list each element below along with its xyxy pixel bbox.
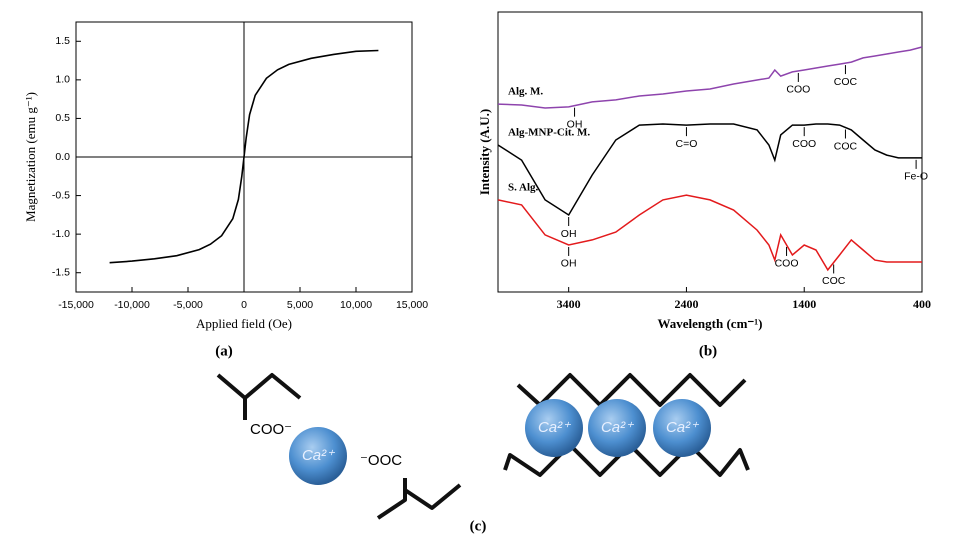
y-tick-label: -1.0 [52,228,70,240]
x-axis-label: Applied field (Oe) [196,316,292,331]
bond [376,478,407,520]
data-line [497,46,923,109]
annotation: OH [567,118,583,130]
y-tick-label: 0.5 [55,112,70,124]
panel-label: (a) [215,343,233,359]
panel-label: (b) [699,343,717,359]
y-tick-label: 1.5 [55,35,70,47]
x-tick-label: -10,000 [114,299,150,311]
carboxylate-label: COO⁻ [250,421,292,438]
annotation: COO [786,84,810,96]
alginate-chain [216,373,750,520]
series-label: S. Alg. [508,181,539,193]
x-tick-label: 400 [913,297,931,311]
y-tick-label: -0.5 [52,189,70,201]
annotation: OH [561,258,577,270]
annotation: COO [792,138,816,150]
x-tick-label: 15,000 [396,299,428,311]
x-tick-label: -15,000 [58,299,94,311]
data-line [497,194,922,272]
y-tick-label: 1.0 [55,74,70,86]
data-line [497,123,922,217]
plot-frame [497,11,923,293]
ion-label: Ca²⁺ [601,419,634,436]
annotation: C=O [675,138,697,150]
y-tick-label: 0.0 [55,151,70,163]
annotation: COO [775,258,799,270]
x-tick-label: 0 [241,299,247,311]
annotation: OH [561,228,577,240]
bond [403,483,462,510]
calcium-ion [588,399,646,457]
annotation: COC [834,76,858,88]
panel-label: (c) [470,518,487,534]
ion-label: Ca²⁺ [302,447,335,464]
series-label: Alg-MNP-Cit. M. [508,127,590,139]
series-label: Alg. M. [508,86,543,98]
annotation: COC [834,140,858,152]
x-tick-label: -5,000 [173,299,203,311]
chain [516,373,747,407]
ion-label: Ca²⁺ [666,419,699,436]
y-tick-label: -1.5 [52,266,70,278]
x-axis-label: Wavelength (cm⁻¹) [658,316,763,331]
annotation: COC [822,275,846,287]
x-tick-label: 2400 [674,297,698,311]
carboxylate-label: ⁻OOC [360,452,402,469]
annotation: Fe-O [904,171,928,183]
data-line [109,49,379,264]
x-tick-label: 5,000 [287,299,313,311]
calcium-ion [525,399,583,457]
y-axis-label: Intensity (A.U.) [477,109,492,195]
y-axis-label: Magnetization (emu g⁻¹) [23,92,38,222]
x-tick-label: 3400 [557,297,581,311]
ion-label: Ca²⁺ [538,419,571,436]
x-tick-label: 10,000 [340,299,372,311]
calcium-ion [653,399,711,457]
x-tick-label: 1400 [792,297,816,311]
bond [216,373,302,400]
calcium-ion [289,427,347,485]
